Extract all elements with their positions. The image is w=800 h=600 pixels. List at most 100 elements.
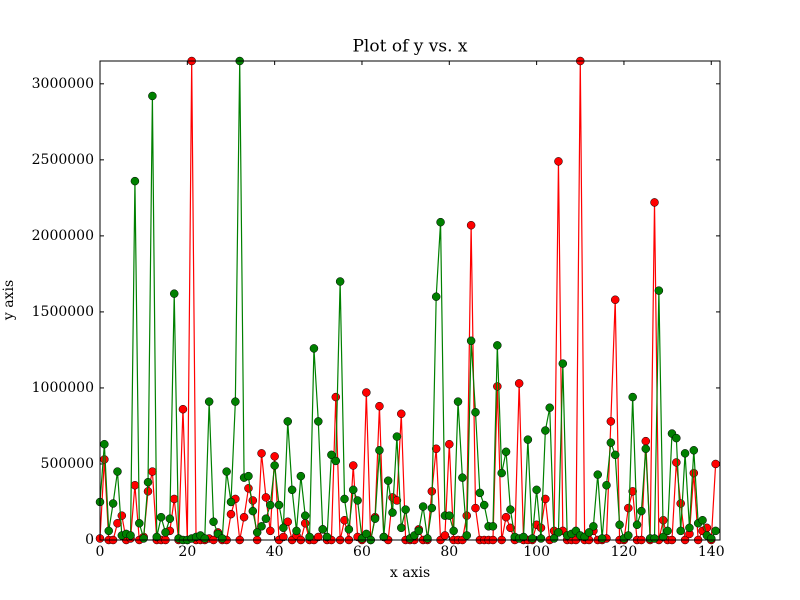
point <box>135 519 144 528</box>
point <box>388 508 397 517</box>
x-tick-label: 60 <box>353 544 371 560</box>
point <box>335 277 345 286</box>
point <box>322 532 332 542</box>
point <box>340 515 349 525</box>
point <box>658 532 668 542</box>
point <box>471 503 480 513</box>
point <box>283 417 292 426</box>
point <box>479 500 489 510</box>
point <box>466 220 476 230</box>
point <box>514 379 524 388</box>
y-tick-label: 500000 <box>41 456 94 472</box>
point <box>445 511 454 520</box>
point <box>209 517 218 527</box>
point <box>252 528 262 537</box>
point <box>637 506 646 516</box>
point <box>711 526 720 536</box>
point <box>650 198 659 207</box>
point <box>593 470 602 479</box>
point <box>558 359 568 368</box>
point <box>624 531 633 540</box>
point <box>169 494 179 504</box>
point <box>344 525 354 534</box>
point <box>650 534 659 543</box>
x-tick-label: 100 <box>523 544 550 560</box>
x-axis-label: x axis <box>390 565 430 581</box>
point <box>239 512 249 522</box>
point <box>248 506 258 516</box>
point <box>279 532 288 542</box>
point <box>348 461 358 470</box>
point <box>401 505 410 514</box>
point <box>689 446 699 455</box>
y-tick-label: 1000000 <box>32 380 94 396</box>
point <box>383 476 393 485</box>
point <box>610 450 620 460</box>
point <box>610 295 620 304</box>
x-tick-label: 40 <box>266 544 284 560</box>
point <box>532 485 541 495</box>
point <box>327 450 336 460</box>
point <box>628 392 637 402</box>
point <box>218 534 227 543</box>
point <box>475 488 485 498</box>
point <box>231 397 240 406</box>
point <box>431 292 441 301</box>
point <box>100 439 109 449</box>
point <box>707 534 716 543</box>
point <box>226 509 236 519</box>
point <box>632 520 642 530</box>
x-tick-label: 120 <box>611 544 638 560</box>
point <box>711 459 720 469</box>
point <box>506 505 515 514</box>
point <box>397 409 406 419</box>
point <box>597 534 607 543</box>
point <box>427 503 437 513</box>
point <box>431 444 441 454</box>
point <box>353 496 362 505</box>
point <box>104 526 113 536</box>
x-tick-label: 20 <box>178 544 196 560</box>
point <box>314 532 323 542</box>
point <box>584 528 594 537</box>
point <box>257 522 266 531</box>
y-tick-label: 2000000 <box>32 228 94 244</box>
point <box>493 382 502 391</box>
point <box>672 458 681 467</box>
point <box>248 496 258 505</box>
point <box>126 531 135 540</box>
point <box>523 435 533 444</box>
point <box>226 497 236 507</box>
point <box>292 526 301 536</box>
y-tick-label: 3000000 <box>32 76 94 92</box>
point <box>602 481 611 490</box>
point <box>541 426 550 435</box>
point <box>501 447 511 457</box>
point <box>462 531 472 540</box>
point <box>152 532 162 542</box>
point <box>488 522 498 531</box>
point <box>362 388 371 397</box>
point <box>148 467 157 476</box>
point <box>296 471 306 481</box>
point <box>397 523 406 533</box>
point <box>300 511 310 520</box>
point <box>641 436 651 446</box>
point <box>130 176 140 186</box>
point <box>270 461 279 470</box>
point <box>536 534 546 543</box>
point <box>445 439 454 449</box>
point <box>165 514 175 523</box>
point <box>348 485 358 495</box>
point <box>628 487 637 496</box>
point <box>309 344 319 353</box>
point <box>589 522 598 531</box>
point <box>545 403 554 412</box>
point <box>261 493 271 502</box>
point <box>379 532 389 542</box>
x-tick-label: 0 <box>96 544 105 560</box>
point <box>423 534 432 543</box>
point <box>453 397 463 406</box>
point <box>606 417 616 426</box>
